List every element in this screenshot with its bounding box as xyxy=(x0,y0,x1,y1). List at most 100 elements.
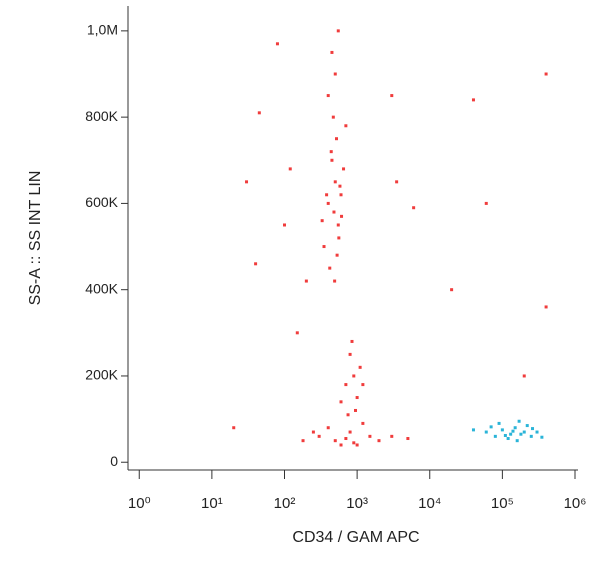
y-tick-label: 200K xyxy=(85,367,118,383)
point xyxy=(346,413,350,417)
point xyxy=(333,72,337,76)
point xyxy=(395,180,399,184)
point xyxy=(332,210,336,214)
point xyxy=(304,279,308,283)
point xyxy=(329,150,333,154)
point xyxy=(325,193,329,197)
x-tick-label: 10³ xyxy=(346,495,368,512)
point xyxy=(361,421,365,425)
point xyxy=(338,184,342,188)
point xyxy=(450,288,454,292)
point xyxy=(322,245,326,249)
y-tick-label: 800K xyxy=(85,108,118,124)
point xyxy=(245,180,249,184)
point xyxy=(348,352,352,356)
y-axis-label: SS-A :: SS INT LIN xyxy=(27,171,44,306)
point xyxy=(232,426,236,430)
point xyxy=(355,443,359,447)
x-tick-label: 10² xyxy=(274,495,296,512)
point xyxy=(352,374,356,378)
point xyxy=(522,374,526,378)
point xyxy=(544,305,548,309)
point xyxy=(344,383,348,387)
point xyxy=(531,427,535,431)
point xyxy=(336,223,340,227)
point xyxy=(352,441,356,445)
point xyxy=(342,167,346,171)
point xyxy=(311,430,315,434)
point xyxy=(484,201,488,205)
y-tick-label: 600K xyxy=(85,194,118,210)
x-tick-label: 10⁰ xyxy=(128,495,151,512)
point xyxy=(331,115,335,119)
point xyxy=(339,443,343,447)
x-axis-label: CD34 / GAM APC xyxy=(292,529,419,546)
point xyxy=(344,124,348,128)
point xyxy=(355,396,359,400)
point xyxy=(288,167,292,171)
point xyxy=(326,201,330,205)
y-tick-label: 0 xyxy=(110,453,118,469)
point xyxy=(368,434,372,438)
point xyxy=(320,219,324,223)
point xyxy=(497,421,501,425)
point xyxy=(337,236,341,240)
x-tick-label: 10⁴ xyxy=(418,495,441,512)
point xyxy=(406,437,410,441)
point xyxy=(525,424,529,428)
point xyxy=(335,253,339,257)
point xyxy=(350,339,354,343)
point xyxy=(484,430,488,434)
point xyxy=(333,279,337,283)
x-tick-label: 10⁵ xyxy=(491,495,514,512)
point xyxy=(326,94,330,98)
x-tick-label: 10¹ xyxy=(201,495,223,512)
point xyxy=(471,98,475,102)
point xyxy=(544,72,548,76)
point xyxy=(340,214,344,218)
point xyxy=(361,383,365,387)
point xyxy=(317,434,321,438)
point xyxy=(503,433,507,437)
point xyxy=(511,429,515,433)
point xyxy=(390,94,394,98)
x-tick-label: 10⁶ xyxy=(564,495,587,512)
point xyxy=(344,437,348,441)
point xyxy=(295,331,299,335)
point xyxy=(500,428,504,432)
point xyxy=(493,434,497,438)
point xyxy=(515,439,519,443)
point xyxy=(540,435,544,439)
point xyxy=(471,428,475,432)
y-tick-label: 400K xyxy=(85,280,118,296)
point xyxy=(519,432,523,436)
point xyxy=(535,430,539,434)
point xyxy=(339,400,343,404)
point xyxy=(333,439,337,443)
point xyxy=(339,193,343,197)
point xyxy=(517,419,521,423)
point xyxy=(326,426,330,430)
point xyxy=(529,434,533,438)
point xyxy=(330,50,334,54)
point xyxy=(282,223,286,227)
point xyxy=(336,29,340,33)
point xyxy=(334,137,338,141)
point xyxy=(254,262,258,266)
point xyxy=(522,430,526,434)
point xyxy=(333,180,337,184)
y-tick-label: 1,0M xyxy=(87,22,118,38)
point xyxy=(328,266,332,270)
point xyxy=(301,439,305,443)
point xyxy=(513,426,517,430)
point xyxy=(509,432,513,436)
point xyxy=(257,111,261,115)
point xyxy=(377,439,381,443)
point xyxy=(275,42,279,46)
point xyxy=(358,365,362,369)
point xyxy=(489,425,493,429)
point xyxy=(506,437,510,441)
point xyxy=(390,434,394,438)
point xyxy=(348,430,352,434)
